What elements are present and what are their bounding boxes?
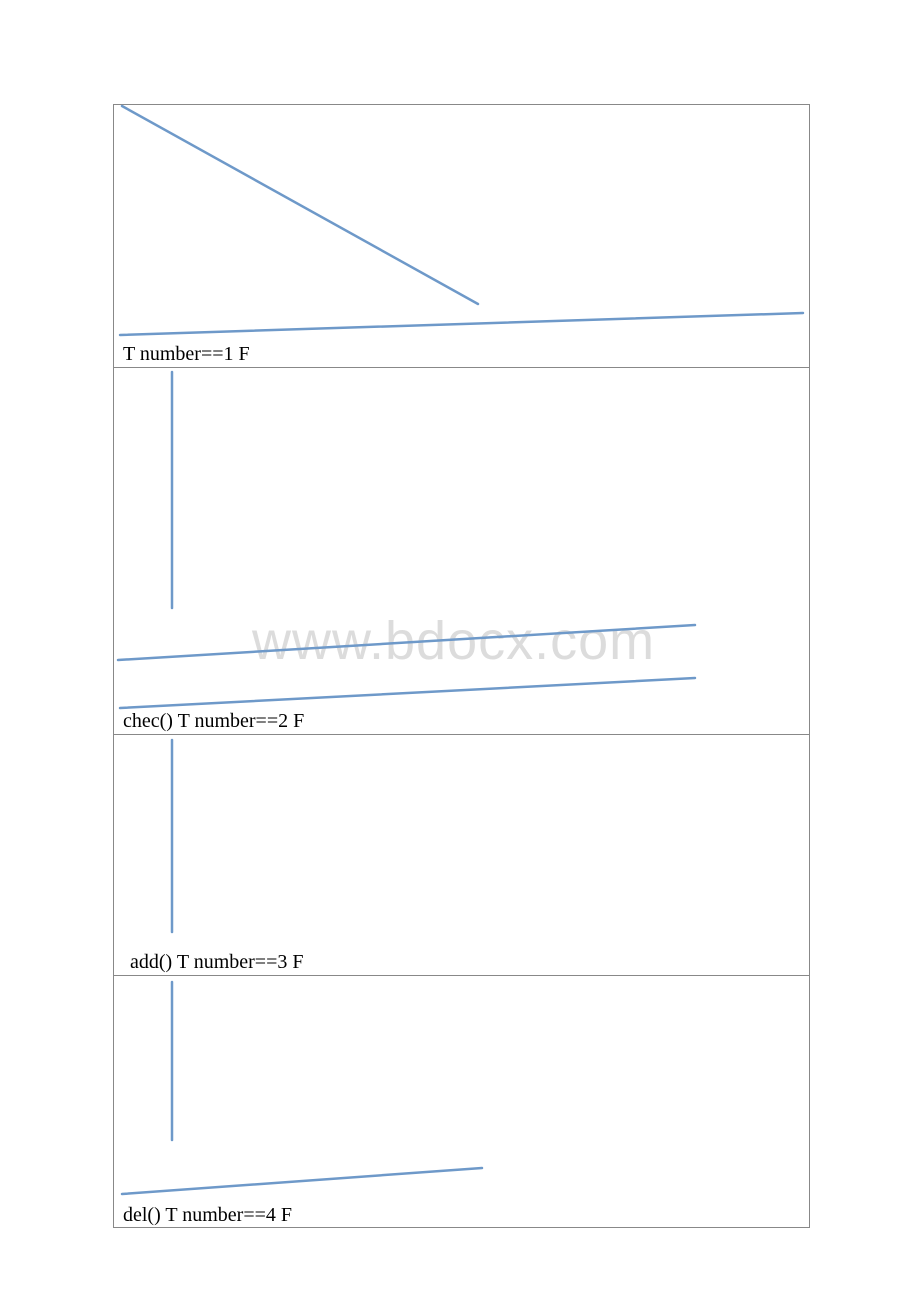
row-separator [113, 367, 810, 368]
watermark-text: www.bdocx.com [252, 610, 655, 672]
row-label: T number==1 F [123, 343, 250, 366]
row-label: add() T number==3 F [130, 951, 303, 974]
row-separator [113, 734, 810, 735]
row-label: chec() T number==2 F [123, 710, 304, 733]
row-separator [113, 975, 810, 976]
row-label: del() T number==4 F [123, 1204, 292, 1227]
